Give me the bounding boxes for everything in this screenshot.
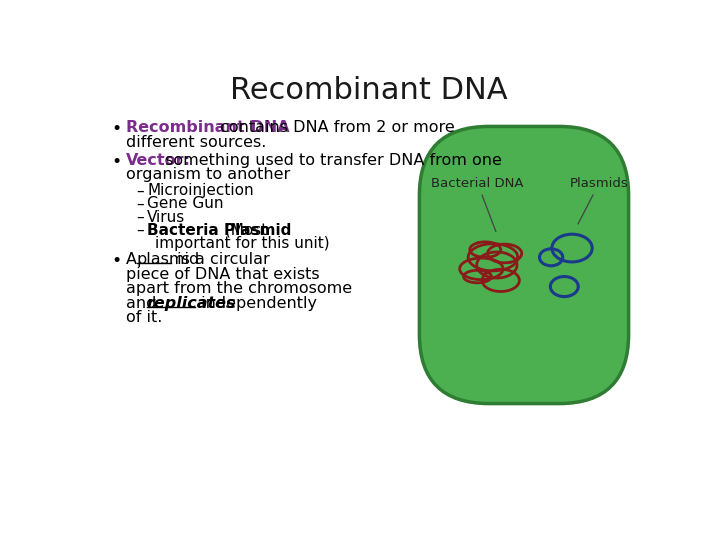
FancyBboxPatch shape: [419, 126, 629, 403]
Text: –: –: [137, 210, 144, 225]
Text: Recombinant DNA: Recombinant DNA: [230, 76, 508, 105]
Text: –: –: [137, 222, 144, 238]
Text: Gene Gun: Gene Gun: [148, 197, 224, 212]
Text: different sources.: different sources.: [126, 135, 266, 150]
Text: (Most: (Most: [220, 222, 267, 238]
Text: Recombinant DNA: Recombinant DNA: [126, 120, 289, 135]
Text: apart from the chromosome: apart from the chromosome: [126, 281, 352, 296]
Text: •: •: [112, 252, 122, 270]
Text: is a circular: is a circular: [172, 252, 270, 267]
Text: organism to another: organism to another: [126, 167, 290, 182]
Text: –: –: [137, 197, 144, 212]
Text: A: A: [126, 252, 142, 267]
Text: contains DNA from 2 or more: contains DNA from 2 or more: [215, 120, 454, 135]
Text: •: •: [112, 153, 122, 171]
Text: piece of DNA that exists: piece of DNA that exists: [126, 267, 319, 281]
Text: Virus: Virus: [148, 210, 186, 225]
Text: Plasmids: Plasmids: [570, 177, 629, 224]
Text: important for this unit): important for this unit): [155, 236, 330, 251]
Text: plasmid: plasmid: [137, 252, 199, 267]
Text: independently: independently: [196, 296, 318, 311]
Text: Microinjection: Microinjection: [148, 184, 254, 198]
Text: •: •: [112, 120, 122, 138]
Text: –: –: [137, 184, 144, 198]
Text: and: and: [126, 296, 161, 311]
Text: replicates: replicates: [147, 296, 236, 311]
Text: of it.: of it.: [126, 310, 162, 326]
Text: something used to transfer DNA from one: something used to transfer DNA from one: [160, 153, 502, 167]
Text: Vector:: Vector:: [126, 153, 191, 167]
Text: Bacterial DNA: Bacterial DNA: [431, 177, 523, 232]
Text: Bacteria Plasmid: Bacteria Plasmid: [148, 222, 292, 238]
